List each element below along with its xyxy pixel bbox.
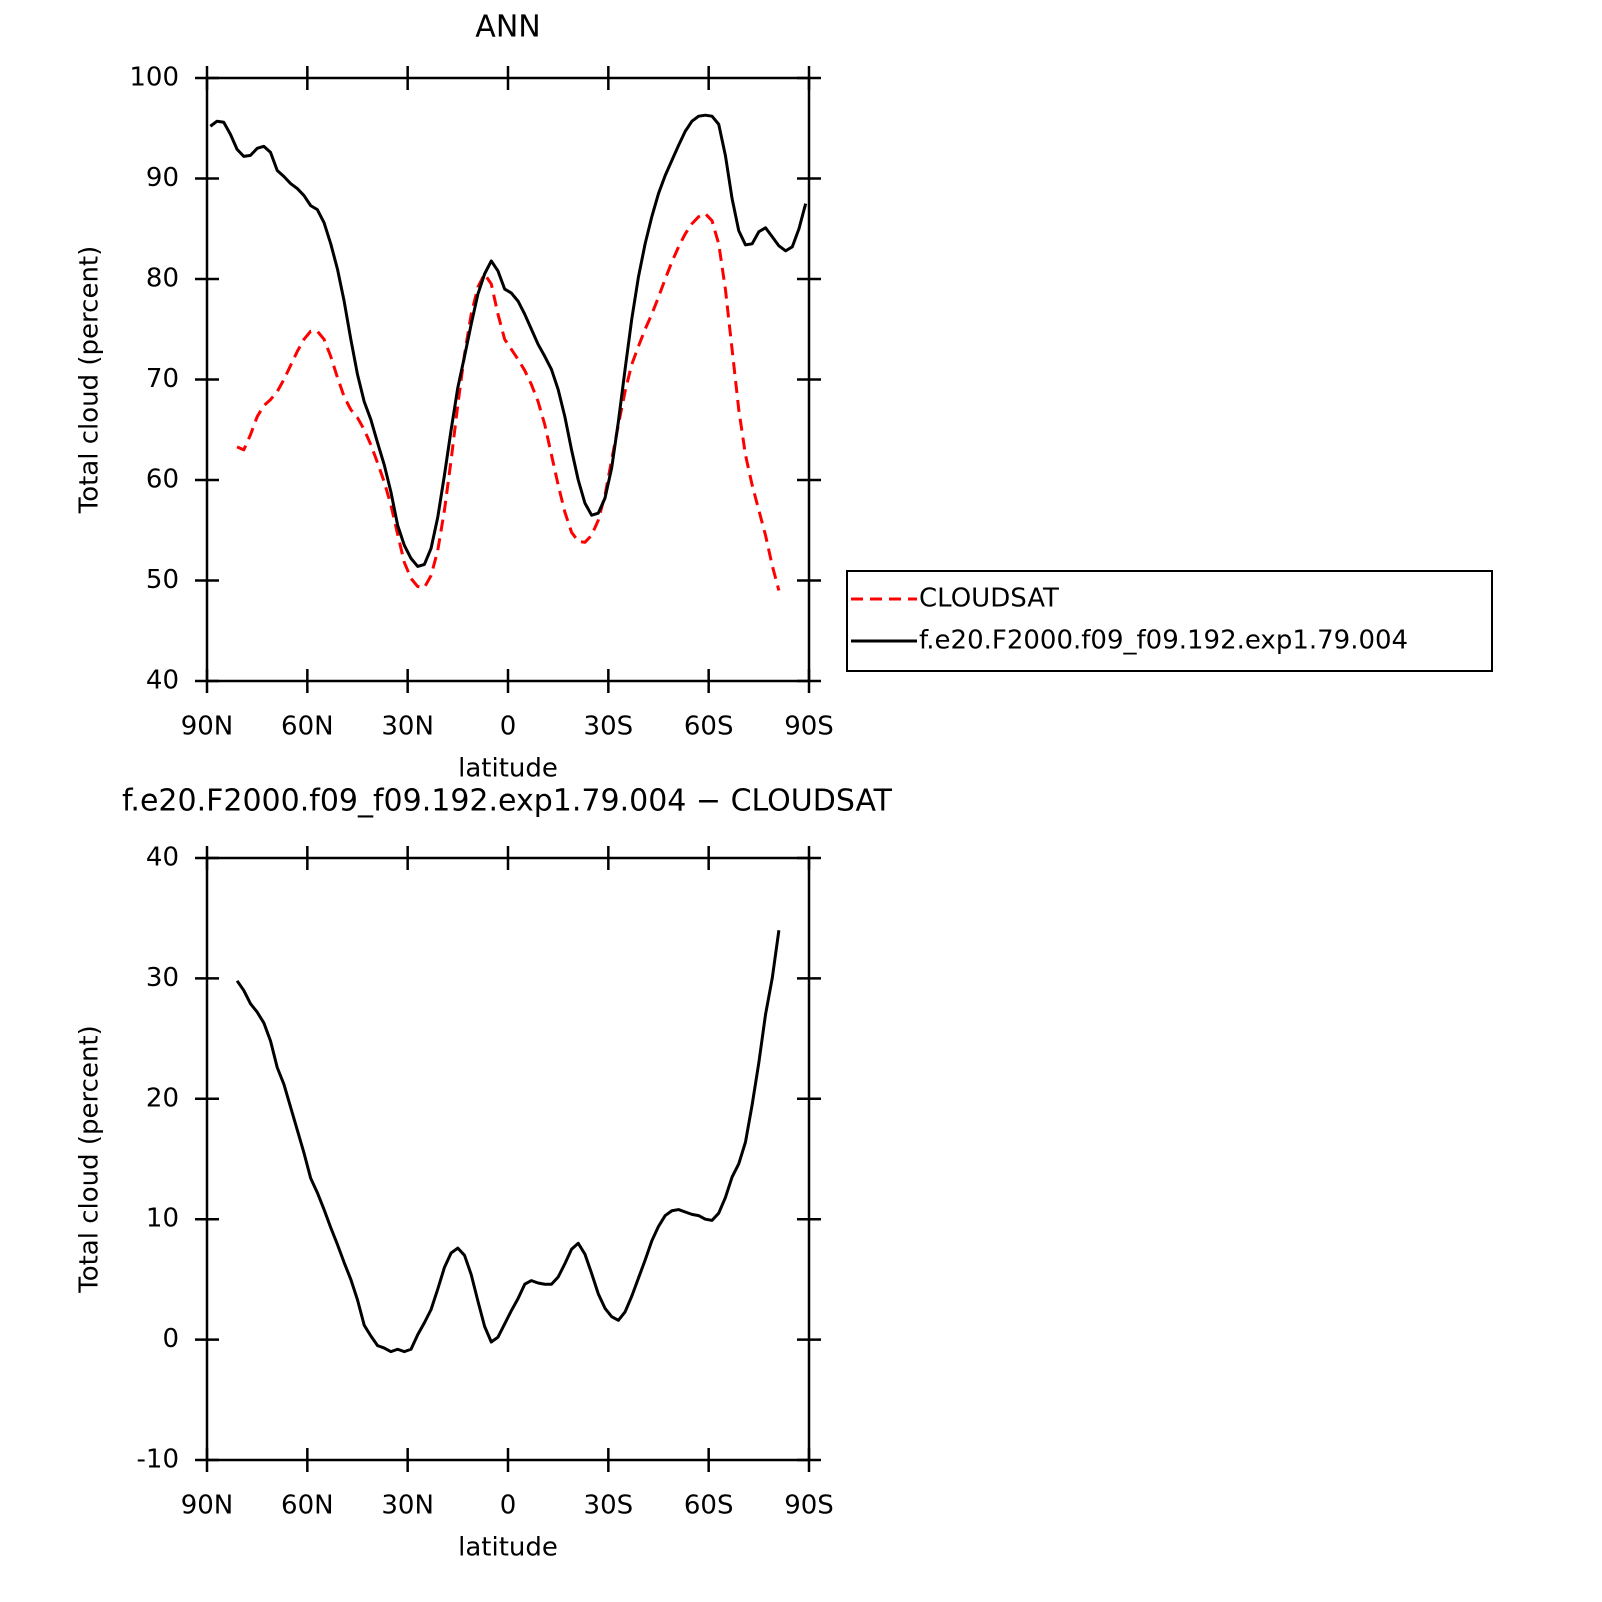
plot-frame <box>205 76 811 683</box>
data-line <box>236 212 781 591</box>
y-tick-label: 90 <box>146 163 179 193</box>
x-tick-label: 60N <box>281 1491 334 1521</box>
x-tick-label: 30S <box>584 712 634 742</box>
y-tick-label: 0 <box>162 1324 179 1354</box>
x-tick-label: 30N <box>381 712 434 742</box>
x-tick-label: 0 <box>500 1491 517 1521</box>
y-tick-label: 100 <box>129 63 179 93</box>
x-tick-label: 60S <box>684 712 734 742</box>
y-tick-label: 70 <box>146 364 179 394</box>
y-tick-label: 80 <box>146 264 179 294</box>
y-tick-label: 60 <box>146 465 179 495</box>
y-tick-label: 10 <box>146 1204 179 1234</box>
y-tick-label: 20 <box>146 1083 179 1113</box>
x-tick-label: 90S <box>784 1491 834 1521</box>
y-tick-label: 40 <box>146 843 179 873</box>
y-axis-label: Total cloud (percent) <box>75 1025 105 1294</box>
x-axis-label: latitude <box>458 1533 558 1563</box>
x-tick-label: 60S <box>684 1491 734 1521</box>
y-tick-label: 40 <box>146 666 179 696</box>
x-tick-label: 90N <box>181 1491 234 1521</box>
legend-label: f.e20.F2000.f09_f09.192.exp1.79.004 <box>919 626 1408 656</box>
y-tick-label: -10 <box>137 1445 179 1475</box>
y-tick-label: 30 <box>146 963 179 993</box>
data-line <box>235 930 781 1354</box>
x-tick-label: 60N <box>281 712 334 742</box>
chart-title: ANN <box>475 10 540 45</box>
x-tick-label: 0 <box>500 712 517 742</box>
x-tick-label: 90N <box>181 712 234 742</box>
y-tick-label: 50 <box>146 565 179 595</box>
legend-box <box>846 570 1493 672</box>
x-tick-label: 90S <box>784 712 834 742</box>
x-tick-label: 30N <box>381 1491 434 1521</box>
chart-title: f.e20.F2000.f09_f09.192.exp1.79.004 − CL… <box>122 784 893 819</box>
x-tick-label: 30S <box>584 1491 634 1521</box>
data-line <box>209 113 808 568</box>
plot-frame <box>205 856 811 1462</box>
x-axis-label: latitude <box>458 754 558 784</box>
legend: CLOUDSAT f.e20.F2000.f09_f09.192.exp1.79.… <box>846 570 1493 672</box>
y-axis-label: Total cloud (percent) <box>75 246 105 515</box>
legend-label: CLOUDSAT <box>919 584 1059 614</box>
